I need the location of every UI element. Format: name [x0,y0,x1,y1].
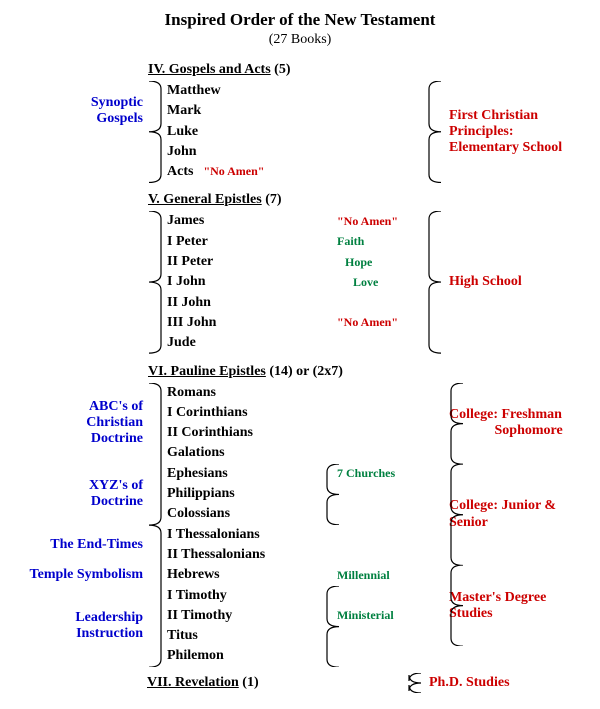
book-item: Luke [167,122,337,142]
brace-right-icon [449,565,463,646]
brace-right-icon [449,383,463,464]
left-label: SynopticGospels [8,81,143,142]
book-annotation: Love [353,274,378,291]
book-item: Romans [167,383,337,403]
brace-right-icon [325,586,339,667]
left-label: LeadershipInstruction [8,586,143,667]
left-label: The End-Times [8,525,143,566]
left-label: Temple Symbolism [8,565,143,585]
brace-right-icon [325,464,339,525]
page-title: Inspired Order of the New Testament [8,10,592,30]
section-gospels: SynopticGospels MatthewMarkLukeJohnActs"N… [8,81,592,182]
book-annotation: "No Amen" [337,314,398,331]
brace-right-icon [407,673,421,693]
book-item: Matthew [167,81,337,101]
section-head-gospels: IV. Gospels and Acts (5) [148,62,592,78]
brace-left-icon [149,211,163,353]
book-item: Acts"No Amen" [167,162,337,182]
book-item: III John [167,313,337,333]
section-pauline: ABC's ofChristianDoctrineXYZ's ofDoctrin… [8,383,592,667]
left-label: XYZ's ofDoctrine [8,464,143,525]
book-item: II Timothy [167,606,337,626]
right-label: College: Junior & Senior [449,498,592,530]
book-annotation: Hope [345,254,372,271]
book-annotation: 7 Churches [337,465,395,482]
book-annotation: Millennial [337,567,390,584]
book-item: II Corinthians [167,423,337,443]
book-item: I Corinthians [167,403,337,423]
book-item: Philippians [167,484,337,504]
book-item: Titus [167,626,337,646]
book-item: I Peter [167,232,337,252]
right-label: Ph.D. Studies [429,675,592,691]
section-revelation: VII. Revelation (1) Ph.D. Studies [8,673,592,693]
book-item: II Peter [167,252,337,272]
book-item: II Thessalonians [167,545,337,565]
book-item: Ephesians [167,464,337,484]
section-general: JamesI PeterII PeterI JohnII JohnIII Joh… [8,211,592,353]
book-item: II John [167,293,337,313]
page-subtitle: (27 Books) [8,32,592,48]
book-item: Galations [167,443,337,463]
section-head-general: V. General Epistles (7) [148,192,592,208]
brace-right-icon [449,464,463,566]
right-label: College: Freshman Sophomore [449,407,563,439]
book-annotation: Ministerial [337,607,394,624]
book-annotation: "No Amen" [203,164,264,178]
book-item: Colossians [167,504,337,524]
brace-right-icon [427,81,441,183]
right-label: Master's Degree Studies [449,590,592,622]
book-annotation: Faith [337,233,364,250]
book-item: I Timothy [167,586,337,606]
book-item: Mark [167,101,337,121]
book-item: James [167,211,337,231]
book-item: Jude [167,333,337,353]
book-item: I Thessalonians [167,525,337,545]
left-label: ABC's ofChristianDoctrine [8,383,143,464]
brace-right-icon [427,211,441,353]
book-item: Philemon [167,646,337,666]
section-head-pauline: VI. Pauline Epistles (14) or (2x7) [148,364,592,380]
book-item: Hebrews [167,565,337,585]
book-item: John [167,142,337,162]
book-item: I John [167,272,337,292]
right-label: High School [449,274,592,290]
book-annotation: "No Amen" [337,213,398,230]
brace-left-icon [149,383,163,667]
right-label: First Christian Principles:Elementary Sc… [449,108,592,156]
brace-left-icon [149,81,163,182]
